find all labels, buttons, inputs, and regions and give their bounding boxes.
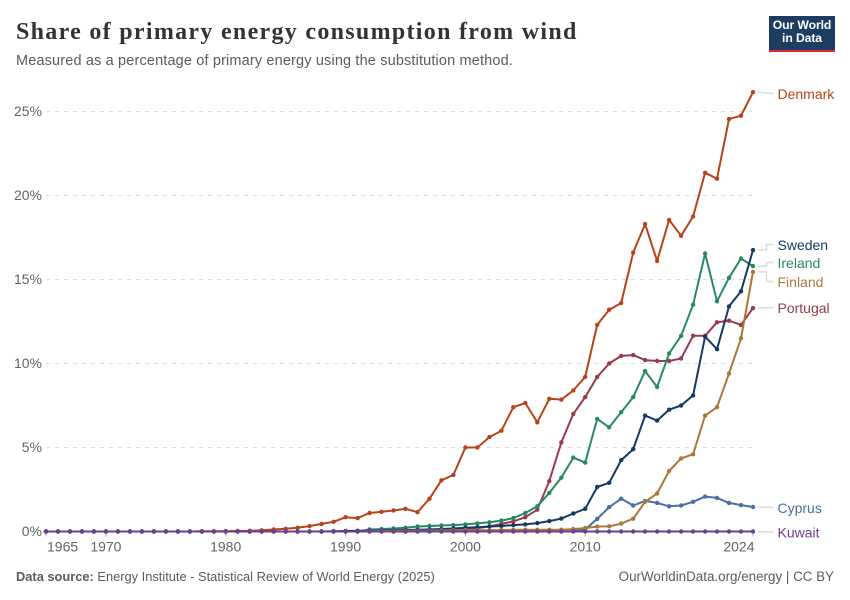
svg-text:Ireland: Ireland — [778, 255, 821, 271]
svg-text:20%: 20% — [14, 187, 42, 203]
svg-text:10%: 10% — [14, 355, 42, 371]
svg-text:1965: 1965 — [47, 539, 78, 555]
svg-text:Portugal: Portugal — [778, 300, 830, 316]
svg-text:Sweden: Sweden — [778, 237, 829, 253]
svg-text:Finland: Finland — [778, 274, 824, 290]
svg-text:2010: 2010 — [570, 539, 601, 555]
svg-text:Kuwait: Kuwait — [778, 525, 820, 541]
svg-text:5%: 5% — [22, 439, 42, 455]
svg-text:0%: 0% — [22, 523, 42, 539]
svg-text:Denmark: Denmark — [778, 86, 836, 102]
svg-text:Cyprus: Cyprus — [778, 500, 822, 516]
svg-text:1990: 1990 — [330, 539, 361, 555]
svg-text:15%: 15% — [14, 271, 42, 287]
svg-text:1980: 1980 — [210, 539, 241, 555]
svg-text:1970: 1970 — [90, 539, 121, 555]
svg-text:2024: 2024 — [723, 539, 754, 555]
svg-text:25%: 25% — [14, 103, 42, 119]
svg-text:2000: 2000 — [450, 539, 481, 555]
